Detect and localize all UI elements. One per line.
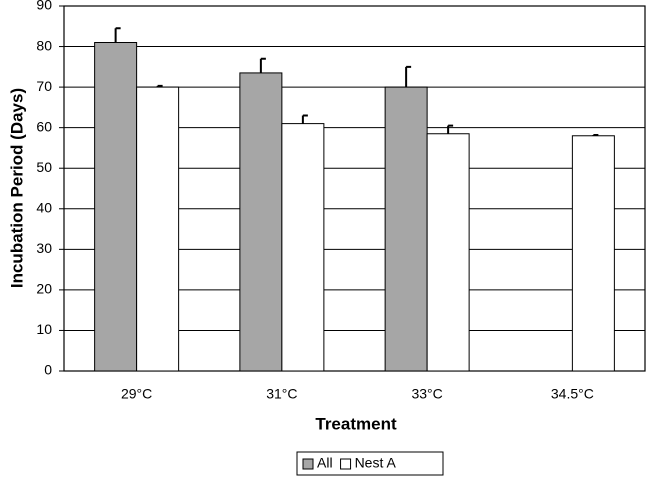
legend-frame [296, 451, 444, 476]
bar [136, 86, 180, 372]
legend-swatch [340, 458, 352, 470]
legend-label: Nest A [355, 455, 397, 471]
y-tick-label: 60 [36, 118, 52, 134]
x-axis-label: Treatment [315, 414, 397, 433]
error-bar [259, 57, 266, 73]
y-tick-label: 50 [36, 159, 52, 175]
y-axis-label: Incubation Period (Days) [7, 88, 26, 288]
x-tick-label: 33°C [411, 386, 442, 402]
error-bar [592, 133, 599, 136]
plot-frame [63, 5, 646, 372]
y-tick-label: 70 [36, 78, 52, 94]
bar [281, 123, 325, 372]
x-tick-label: 29°C [121, 386, 152, 402]
y-tick-label: 20 [36, 281, 52, 297]
bar [94, 42, 138, 372]
y-tick-label: 10 [36, 321, 52, 337]
y-tick-label: 80 [36, 37, 52, 53]
bar [426, 133, 470, 372]
bar [571, 135, 615, 372]
error-bar [301, 114, 308, 124]
y-tick-label: 40 [36, 199, 52, 215]
x-tick-label: 34.5°C [551, 386, 594, 402]
y-tick-label: 0 [44, 362, 52, 378]
y-tick-label: 30 [36, 240, 52, 256]
error-bar [156, 84, 163, 88]
error-bar [405, 65, 412, 88]
x-tick-label: 31°C [266, 386, 297, 402]
bar [239, 72, 283, 372]
y-tick-label: 90 [36, 0, 52, 13]
error-bar [447, 124, 454, 134]
legend-swatch [302, 458, 314, 470]
bar [384, 86, 428, 372]
legend-label: All [317, 455, 333, 471]
error-bar [114, 27, 121, 43]
